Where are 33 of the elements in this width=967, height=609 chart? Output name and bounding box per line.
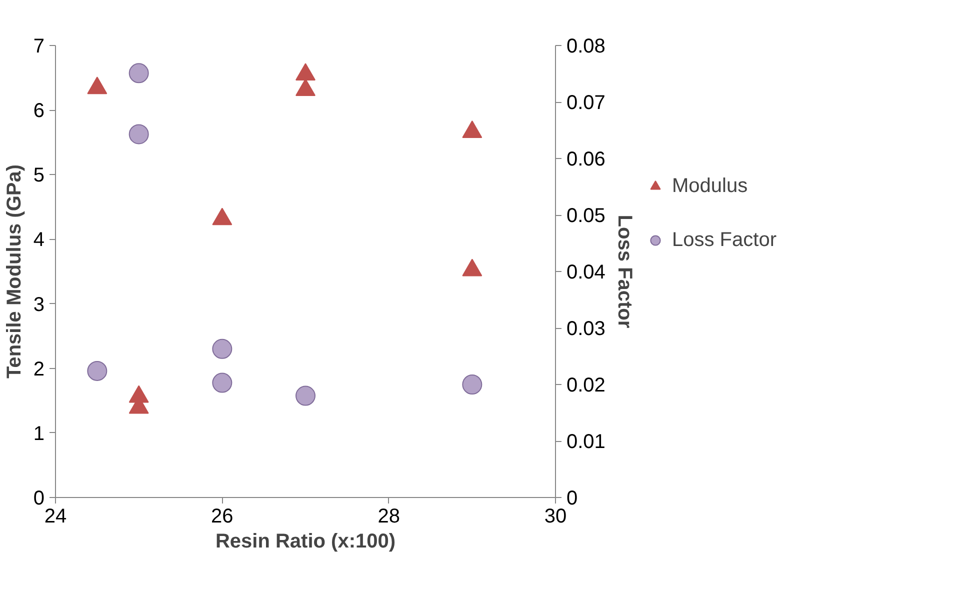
x-tick-label: 28 — [378, 506, 400, 528]
y2-tick-label: 0.04 — [566, 262, 606, 284]
y2-tick-label: 0.02 — [566, 374, 606, 396]
y-tick-label: 2 — [33, 358, 44, 380]
point — [87, 360, 108, 381]
y2-tick-label: 0.05 — [566, 205, 606, 227]
y-tick-label: 7 — [33, 36, 44, 58]
point — [128, 63, 149, 84]
x-tick-label: 24 — [44, 506, 67, 528]
x-tick-label: 26 — [211, 506, 234, 528]
y-tick-label: 3 — [33, 294, 44, 316]
y-tick-label: 0 — [33, 488, 44, 510]
point — [128, 124, 149, 144]
y2-tick-label: 0 — [566, 488, 578, 510]
y2-tick-label: 0.01 — [566, 431, 606, 453]
y-tick-label: 6 — [33, 100, 44, 122]
point — [212, 338, 232, 359]
y-tick-label: 5 — [33, 164, 44, 187]
y-axis-title: Tensile Modulus (GPa) — [3, 164, 26, 379]
point — [212, 372, 232, 393]
y2-tick-label: 0.03 — [566, 318, 606, 340]
point — [296, 386, 316, 406]
x-axis-title: Resin Ratio (x:100) — [215, 530, 396, 552]
legend-label: Loss Factor — [672, 228, 776, 252]
y-tick-label: 1 — [33, 422, 44, 445]
x-tick-label: 30 — [544, 506, 567, 528]
y2-tick-label: 0.06 — [566, 148, 606, 170]
y2-tick-label: 0.07 — [566, 92, 606, 114]
y2-tick-label: 0.08 — [566, 36, 606, 58]
legend-label: Modulus — [672, 174, 748, 198]
y-tick-label: 4 — [33, 229, 44, 252]
y2-axis-title: Loss Factor — [613, 214, 636, 328]
point — [462, 374, 482, 394]
